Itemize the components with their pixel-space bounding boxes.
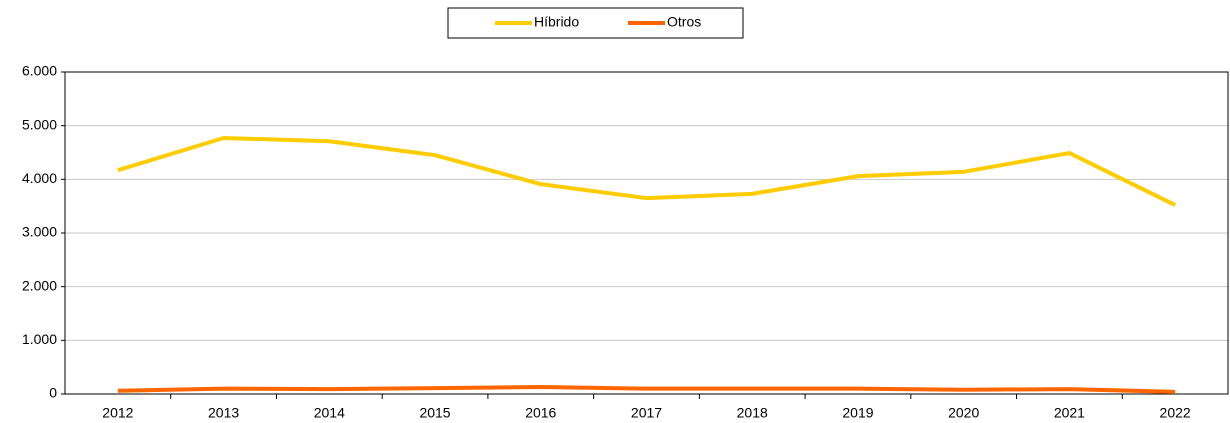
x-tick-label: 2019 — [842, 405, 873, 421]
y-tick-label: 4.000 — [22, 170, 57, 186]
x-tick-label: 2015 — [419, 405, 450, 421]
y-tick-label: 0 — [49, 385, 57, 401]
plot-border — [64, 71, 1229, 395]
legend-label: Otros — [667, 14, 701, 30]
x-tick-label: 2017 — [631, 405, 662, 421]
x-tick-label: 2012 — [102, 405, 133, 421]
y-tick-label: 3.000 — [22, 224, 57, 240]
x-tick-label: 2020 — [948, 405, 979, 421]
y-tick-label: 5.000 — [22, 116, 57, 132]
x-tick-label: 2021 — [1054, 405, 1085, 421]
y-tick-label: 6.000 — [22, 63, 57, 79]
x-tick-label: 2014 — [314, 405, 345, 421]
legend-label: Híbrido — [534, 14, 579, 30]
series-line — [117, 136, 1177, 207]
x-tick-label: 2013 — [208, 405, 239, 421]
x-tick-label: 2018 — [737, 405, 768, 421]
x-tick-label: 2016 — [525, 405, 556, 421]
y-tick-label: 2.000 — [22, 277, 57, 293]
series-line — [117, 385, 1176, 394]
x-tick-label: 2022 — [1160, 405, 1191, 421]
y-tick-label: 1.000 — [22, 331, 57, 347]
